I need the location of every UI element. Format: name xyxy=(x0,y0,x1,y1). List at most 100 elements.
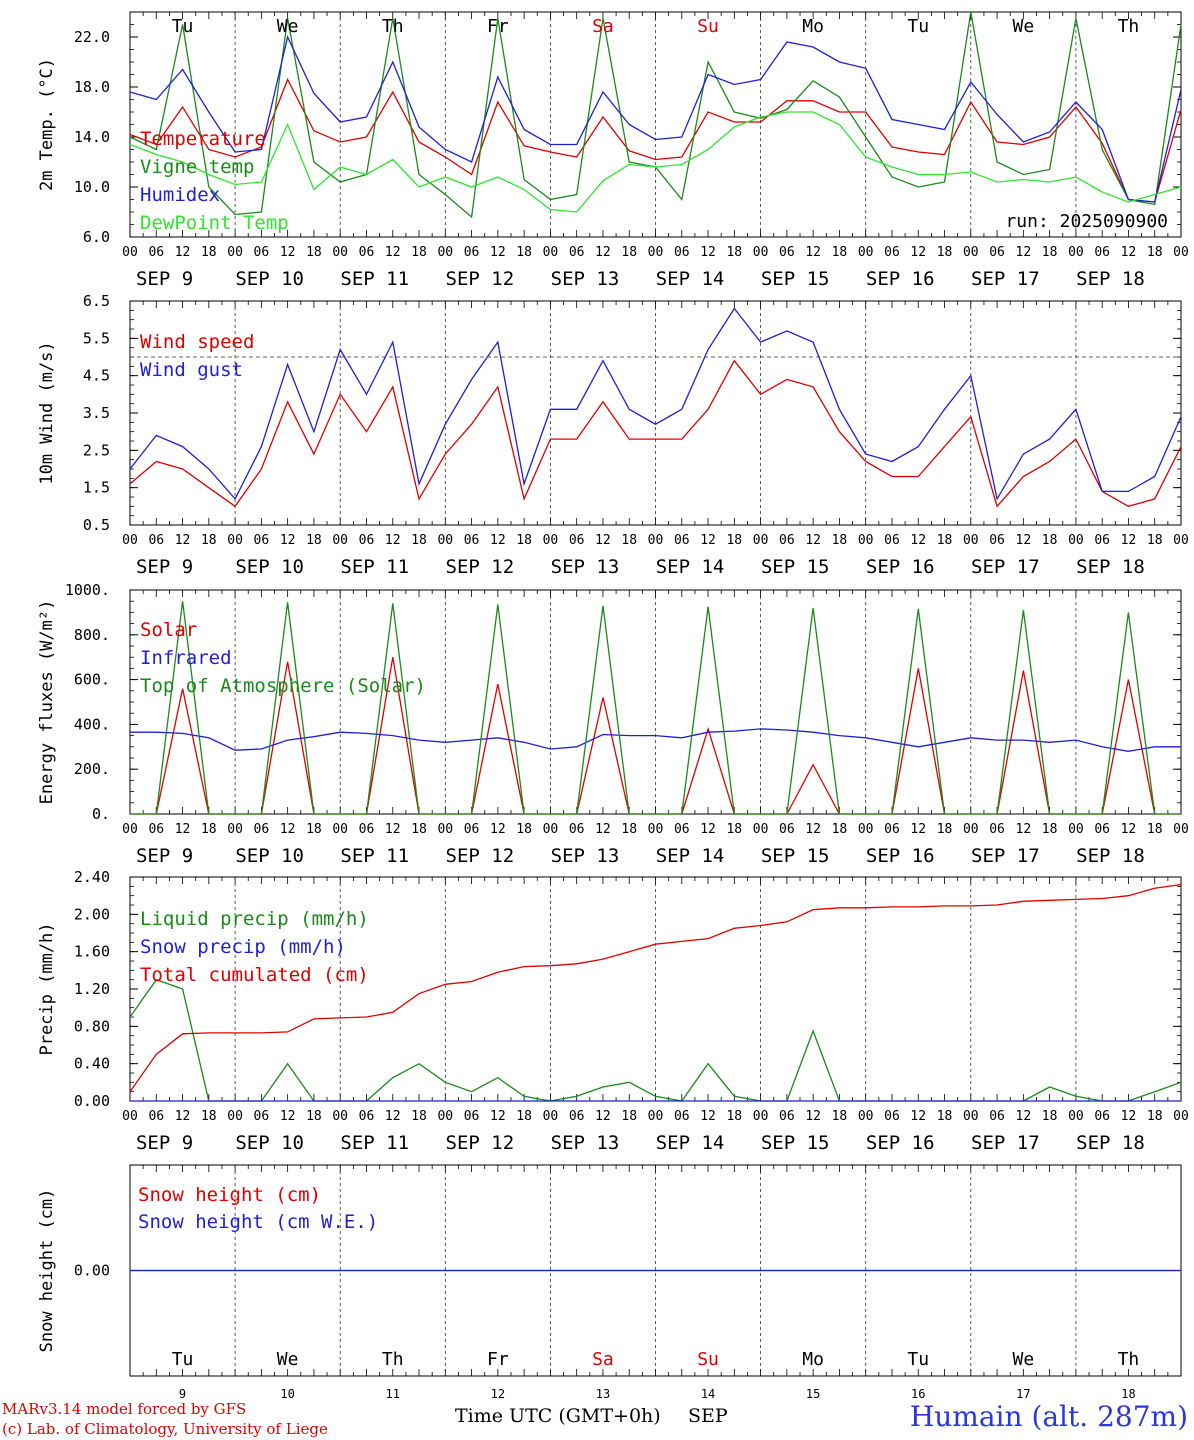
date-label: SEP 17 xyxy=(971,1132,1040,1154)
hour-tick-label: 18 xyxy=(621,1109,637,1124)
day-number-label: 15 xyxy=(806,1387,820,1401)
hour-tick-label: 18 xyxy=(201,822,217,837)
hour-tick-label: 00 xyxy=(1173,1109,1189,1124)
day-number-label: 9 xyxy=(179,1387,186,1401)
date-label: SEP 9 xyxy=(136,556,193,578)
hour-tick-label: 00 xyxy=(543,1109,559,1124)
hour-tick-label: 12 xyxy=(175,822,191,837)
hour-tick-label: 12 xyxy=(1016,533,1032,548)
hour-tick-label: 12 xyxy=(805,533,821,548)
hour-tick-label: 06 xyxy=(1094,245,1110,260)
y-tick-label: 0. xyxy=(92,805,110,823)
date-label: SEP 16 xyxy=(866,556,935,578)
hour-tick-label: 06 xyxy=(674,533,690,548)
hour-tick-label: 06 xyxy=(989,822,1005,837)
hour-tick-label: 06 xyxy=(884,245,900,260)
hour-tick-label: 00 xyxy=(963,822,979,837)
hour-tick-label: 06 xyxy=(254,1109,270,1124)
hour-tick-label: 12 xyxy=(280,1109,296,1124)
hour-tick-label: 06 xyxy=(569,533,585,548)
weekday-label-bottom: We xyxy=(277,1349,299,1370)
hour-tick-label: 06 xyxy=(254,245,270,260)
hour-tick-label: 12 xyxy=(595,533,611,548)
y-tick-label: 0.80 xyxy=(74,1017,110,1035)
panel-frame-3 xyxy=(129,589,1182,815)
hour-tick-label: 06 xyxy=(359,533,375,548)
date-label: SEP 10 xyxy=(235,845,304,867)
credit-line-1: MARv3.14 model forced by GFS xyxy=(2,1400,247,1418)
date-label: SEP 11 xyxy=(340,845,409,867)
series-line xyxy=(129,307,1182,501)
hour-tick-label: 00 xyxy=(1068,245,1084,260)
hour-tick-label: 00 xyxy=(227,1109,243,1124)
hour-tick-label: 12 xyxy=(490,822,506,837)
legend-entry: Liquid precip (mm/h) xyxy=(140,908,369,930)
hour-tick-label: 06 xyxy=(1094,822,1110,837)
hour-tick-label: 00 xyxy=(437,245,453,260)
y-tick-label: 0.00 xyxy=(74,1262,110,1280)
hour-tick-label: 12 xyxy=(1016,1109,1032,1124)
date-label: SEP 11 xyxy=(340,556,409,578)
hour-tick-label: 00 xyxy=(122,533,138,548)
y-tick-label: 14.0 xyxy=(74,128,110,146)
hour-tick-label: 18 xyxy=(411,245,427,260)
hour-tick-label: 18 xyxy=(1042,1109,1058,1124)
hour-tick-label: 12 xyxy=(910,1109,926,1124)
station-name: Humain (alt. 287m) xyxy=(909,1400,1188,1433)
hour-tick-label: 12 xyxy=(805,822,821,837)
hour-tick-label: 06 xyxy=(1094,1109,1110,1124)
hour-tick-label: 18 xyxy=(832,245,848,260)
hour-tick-label: 12 xyxy=(805,245,821,260)
hour-tick-label: 06 xyxy=(989,1109,1005,1124)
legend-entry: Snow height (cm W.E.) xyxy=(138,1211,378,1233)
hour-tick-label: 06 xyxy=(464,1109,480,1124)
weekday-label-bottom: Mo xyxy=(802,1349,824,1370)
hour-tick-label: 18 xyxy=(201,533,217,548)
hour-tick-label: 12 xyxy=(805,1109,821,1124)
hour-tick-label: 00 xyxy=(648,1109,664,1124)
hour-tick-label: 06 xyxy=(464,245,480,260)
hour-tick-label: 00 xyxy=(858,822,874,837)
series-line xyxy=(130,728,1181,752)
y-tick-label: 2.40 xyxy=(74,868,110,886)
hour-tick-label: 00 xyxy=(122,822,138,837)
legend-entry: Total cumulated (cm) xyxy=(140,964,369,986)
hour-tick-label: 12 xyxy=(280,533,296,548)
hour-tick-label: 06 xyxy=(254,533,270,548)
hour-tick-label: 18 xyxy=(306,822,322,837)
hour-tick-label: 18 xyxy=(937,533,953,548)
y-tick-label: 0.5 xyxy=(83,516,110,534)
run-label: run: 2025090900 xyxy=(1005,211,1168,232)
y-tick-label: 5.5 xyxy=(83,329,110,347)
date-label: SEP 13 xyxy=(551,845,620,867)
hour-tick-label: 06 xyxy=(1094,533,1110,548)
hour-tick-label: 18 xyxy=(306,245,322,260)
date-label: SEP 14 xyxy=(656,1132,725,1154)
day-number-label: 11 xyxy=(386,1387,400,1401)
x-axis-label: Time UTC (GMT+0h) xyxy=(455,1405,661,1427)
day-number-label: 13 xyxy=(596,1387,610,1401)
hour-tick-label: 00 xyxy=(963,245,979,260)
date-label: SEP 12 xyxy=(446,1132,515,1154)
hour-tick-label: 12 xyxy=(1121,245,1137,260)
weekday-label-top: We xyxy=(277,16,299,37)
hour-tick-label: 12 xyxy=(385,822,401,837)
hour-tick-label: 18 xyxy=(516,245,532,260)
hour-tick-label: 12 xyxy=(700,822,716,837)
hour-tick-label: 12 xyxy=(385,1109,401,1124)
hour-tick-label: 00 xyxy=(227,245,243,260)
hour-tick-label: 12 xyxy=(280,822,296,837)
date-label: SEP 17 xyxy=(971,556,1040,578)
hour-tick-label: 00 xyxy=(1068,533,1084,548)
y-tick-label: 4.5 xyxy=(83,367,110,385)
hour-tick-label: 12 xyxy=(175,533,191,548)
hour-tick-label: 06 xyxy=(569,245,585,260)
weekday-label-top: Tu xyxy=(907,16,929,37)
hour-tick-label: 12 xyxy=(385,245,401,260)
day-number-label: 10 xyxy=(280,1387,294,1401)
hour-tick-label: 12 xyxy=(1121,822,1137,837)
date-label: SEP 10 xyxy=(235,556,304,578)
weekday-label-bottom: Th xyxy=(1118,1349,1140,1370)
legend-entry: Solar xyxy=(140,619,197,641)
weekday-label-top: Fr xyxy=(487,16,509,37)
